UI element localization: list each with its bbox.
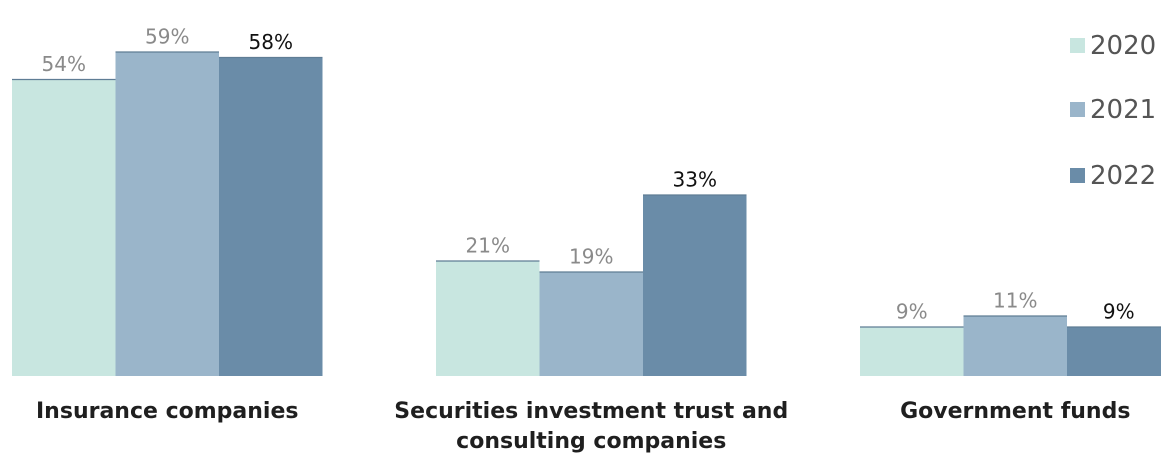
category-label: Securities investment trust and consultin… [394, 399, 788, 454]
bar-2022-1 [219, 57, 323, 376]
legend: 2020 2021 2022 [1070, 31, 1156, 191]
value-label: 21% [466, 234, 510, 258]
value-labels-layer: 54% 59% 58% 21% 19% 33% 9% 11% 9% [42, 25, 1135, 324]
category-label: Government funds [900, 399, 1130, 424]
legend-swatch-2021 [1070, 102, 1085, 117]
value-label: 9% [1103, 300, 1135, 324]
bar-2020-1 [12, 79, 116, 376]
value-label: 9% [896, 300, 928, 324]
bars-layer [12, 51, 1161, 376]
value-label: 59% [145, 25, 189, 49]
bar-2020-3 [860, 326, 964, 376]
legend-swatch-2020 [1070, 38, 1085, 53]
legend-label-2022: 2022 [1090, 161, 1156, 191]
value-label: 54% [42, 52, 86, 76]
bar-2022-3 [1067, 326, 1161, 376]
legend-swatch-2022 [1070, 168, 1085, 183]
category-label: Insurance companies [36, 399, 298, 424]
bar-2021-1 [115, 51, 219, 376]
legend-label-2021: 2021 [1090, 95, 1156, 125]
bar-2021-2 [539, 271, 643, 376]
value-label: 33% [673, 168, 717, 192]
category-labels-layer: Insurance companies Securities investment… [36, 399, 1130, 454]
bar-2022-2 [643, 194, 747, 376]
legend-label-2020: 2020 [1090, 31, 1156, 61]
value-label: 19% [569, 245, 613, 269]
value-label: 11% [993, 289, 1037, 313]
bar-2020-2 [436, 260, 540, 376]
value-label: 58% [249, 30, 293, 54]
bar-2021-3 [963, 315, 1067, 376]
